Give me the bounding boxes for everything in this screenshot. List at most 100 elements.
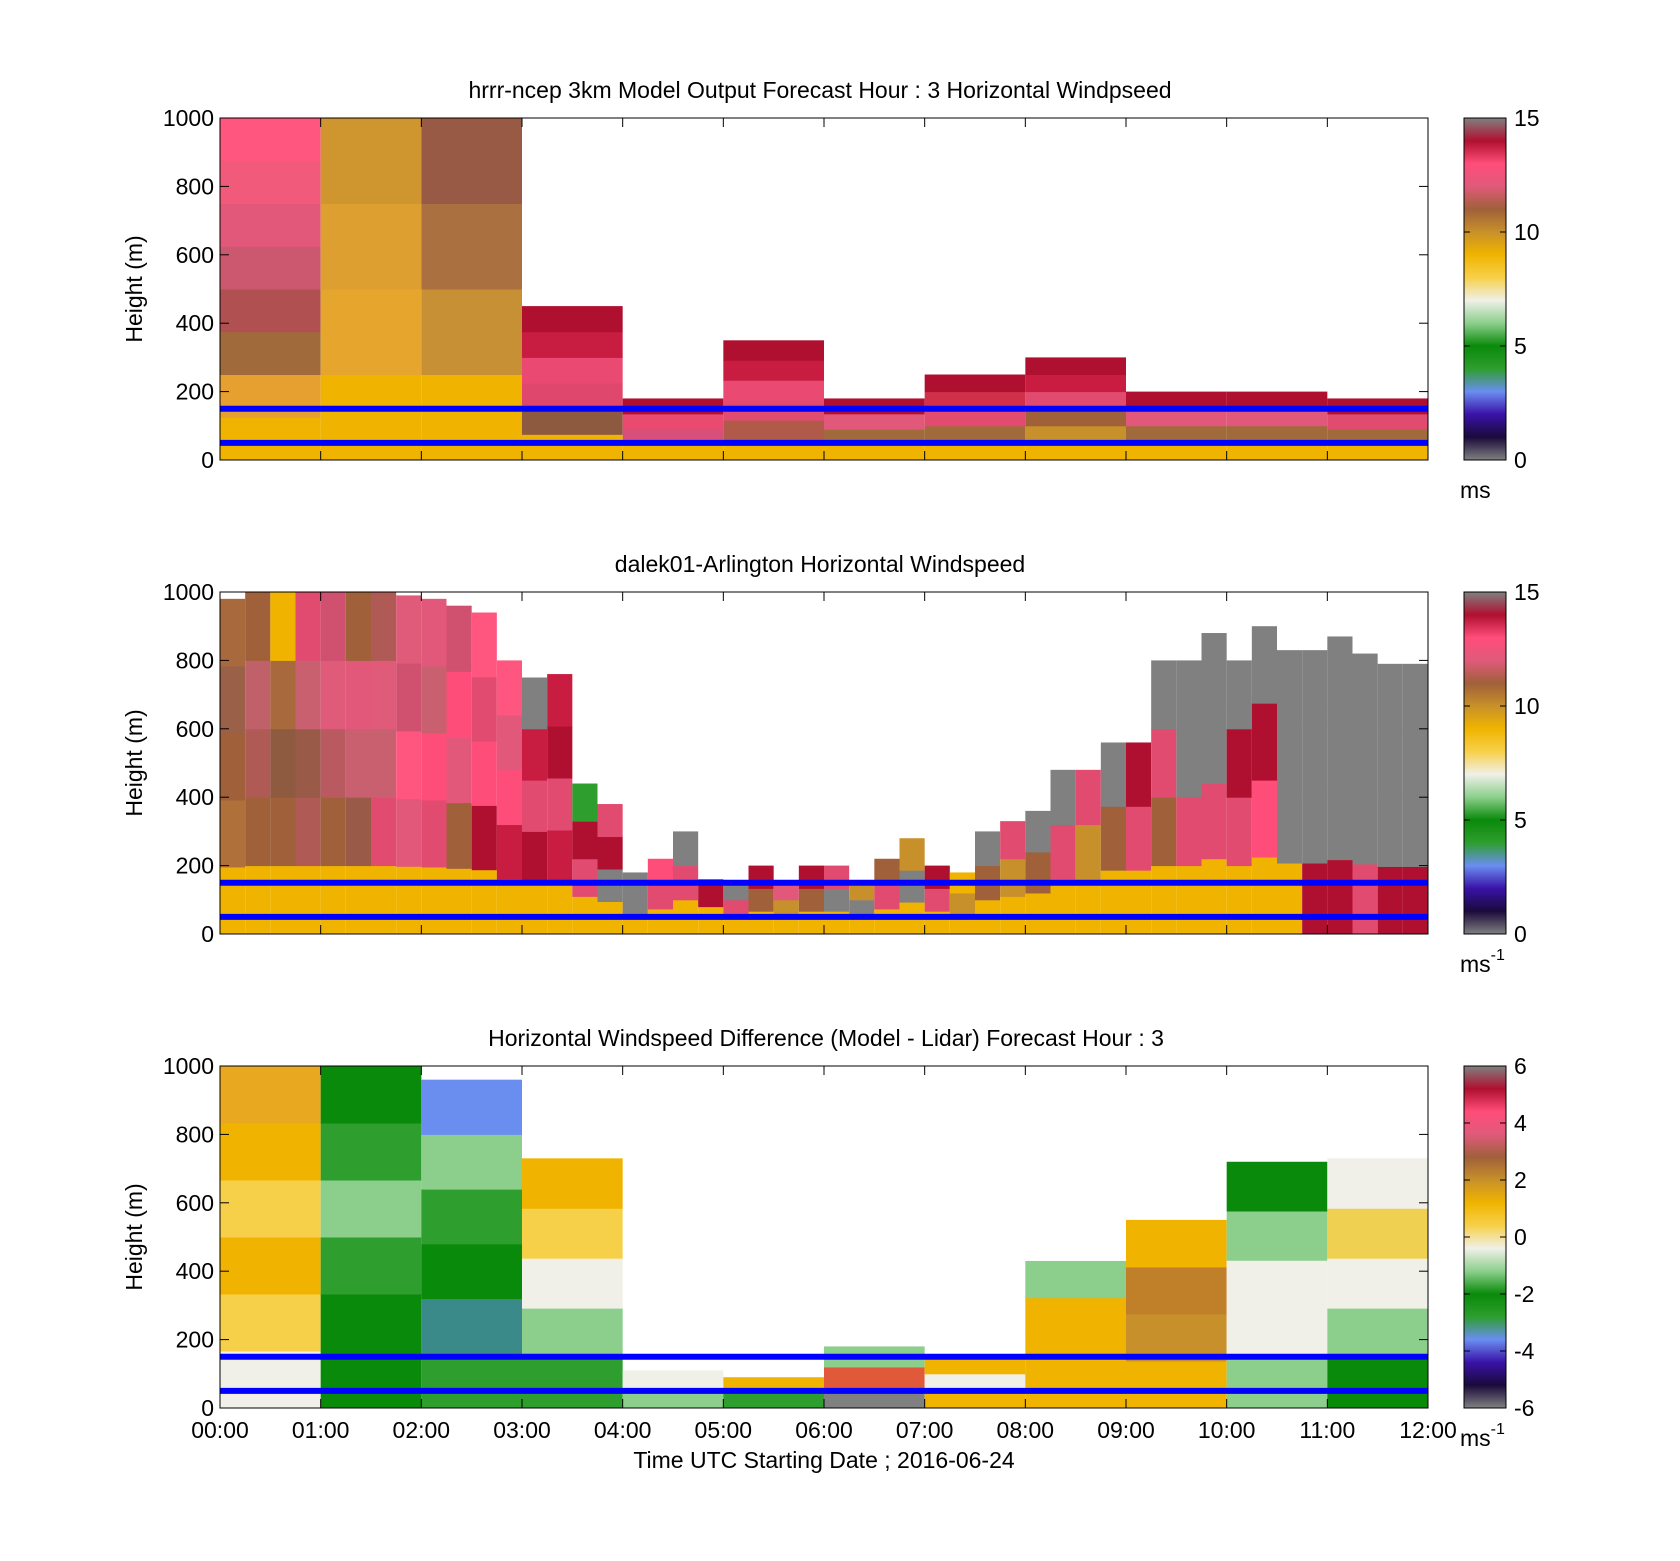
y-tick-label: 1000 (163, 1053, 214, 1079)
heatmap-cell (547, 674, 573, 727)
y-tick-label: 200 (176, 853, 214, 879)
heatmap-cell (220, 160, 321, 204)
heatmap-cell (522, 831, 548, 884)
heatmap-cell (1126, 806, 1152, 871)
heatmap-cell (320, 728, 346, 798)
heatmap-cell (320, 1180, 422, 1238)
heatmap-cell (723, 380, 824, 401)
heatmap-cell (220, 799, 246, 868)
heatmap-cell (1327, 710, 1353, 786)
heatmap-cell (295, 660, 321, 730)
heatmap-cell (723, 899, 749, 918)
heatmap-cell (396, 798, 422, 867)
heatmap-cell (1025, 810, 1051, 853)
y-tick-label: 200 (176, 1327, 214, 1353)
heatmap-cell (1201, 708, 1227, 785)
heatmap-cell (824, 413, 925, 430)
heatmap-cell (471, 676, 497, 742)
panel-lidar-title: dalek01-Arlington Horizontal Windspeed (615, 551, 1025, 577)
heatmap-cell (1100, 806, 1126, 871)
heatmap-cell (1025, 425, 1126, 444)
heatmap-cell (798, 888, 824, 912)
heatmap-cell (572, 858, 598, 897)
heatmap-cell (1327, 1158, 1428, 1209)
heatmap-cell (723, 882, 749, 901)
heatmap-cell (547, 882, 573, 935)
y-tick-label: 400 (176, 310, 214, 336)
x-tick-label: 10:00 (1198, 1417, 1256, 1443)
colorbar-unit-label: ms-1 (1460, 1421, 1505, 1451)
y-tick-label: 800 (176, 647, 214, 673)
heatmap-cell (371, 797, 397, 867)
heatmap-cell (522, 434, 623, 461)
heatmap-cell (220, 118, 321, 162)
heatmap-cell (1075, 879, 1101, 935)
heatmap-cell (220, 665, 246, 734)
heatmap-cell (396, 663, 422, 732)
heatmap-cell (421, 1189, 522, 1245)
panel-lidar-plot: 0 200 400 600 800 1000 (163, 579, 1429, 947)
heatmap-cell (220, 331, 321, 375)
heatmap-cell (924, 442, 1026, 461)
heatmap-cell (220, 732, 246, 801)
heatmap-cell (270, 728, 296, 798)
x-tick-labels: 00:00 01:00 02:00 03:00 04:00 05:00 06:00 07:00… (191, 1417, 1457, 1443)
colorbar-unit-label: ms-1 (1460, 947, 1505, 977)
heatmap-cell (1327, 636, 1353, 712)
heatmap-cell (320, 1066, 422, 1124)
heatmap-cell (1402, 731, 1428, 800)
x-tick-label: 03:00 (493, 1417, 551, 1443)
heatmap-cell (220, 417, 321, 461)
heatmap-cell (773, 882, 799, 901)
heatmap-cell (849, 899, 875, 918)
heatmap-cell (622, 892, 648, 914)
x-tick-label: 09:00 (1097, 1417, 1155, 1443)
heatmap-cell (1050, 879, 1076, 935)
heatmap-cell (1201, 783, 1227, 860)
heatmap-cell (1226, 728, 1252, 798)
heatmap-cell (421, 203, 522, 290)
heatmap-cell (522, 1258, 623, 1309)
heatmap-cell (1075, 824, 1101, 880)
colorbar-tick-label: 10 (1514, 693, 1540, 719)
x-tick-label: 07:00 (896, 1417, 954, 1443)
heatmap-cell (220, 289, 321, 333)
heatmap-cell (371, 728, 397, 798)
heatmap-cell (1126, 1313, 1227, 1362)
heatmap-cell (320, 1294, 422, 1352)
heatmap-cell (1176, 728, 1202, 798)
heatmap-cell (773, 916, 799, 935)
x-tick-label: 06:00 (795, 1417, 853, 1443)
heatmap-cell (1000, 858, 1026, 897)
heatmap-cell (572, 821, 598, 860)
colorbar-tick-label: 15 (1514, 579, 1540, 605)
heatmap-cell (1226, 1211, 1328, 1261)
heatmap-cell (899, 870, 925, 903)
y-tick-label: 400 (176, 784, 214, 810)
heatmap-cell (522, 728, 548, 781)
heatmap-cell (396, 730, 422, 800)
heatmap-cell (975, 831, 1001, 867)
colorbar-unit-label: ms (1460, 477, 1491, 503)
panel-difference-colorbar: -6 -4 -2 0 2 4 6 ms-1 (1460, 1053, 1535, 1451)
heatmap-cell (1377, 731, 1403, 800)
heatmap-cell (245, 660, 271, 730)
heatmap-cell (295, 865, 321, 935)
heatmap-cell (270, 797, 296, 867)
colorbar-tick-label: 0 (1514, 921, 1527, 947)
heatmap-cell (924, 408, 1026, 427)
heatmap-cell (1352, 863, 1378, 935)
heatmap-cell (597, 836, 623, 870)
heatmap-cell (899, 838, 925, 871)
heatmap-cell (1126, 1360, 1227, 1409)
heatmap-cell (320, 118, 422, 204)
heatmap-cell (924, 374, 1026, 393)
heatmap-cell (1126, 425, 1227, 444)
heatmap-cell (1025, 851, 1051, 894)
heatmap-cell (220, 203, 321, 247)
heatmap-cell (924, 1356, 1026, 1375)
colorbar-tick-label: 5 (1514, 807, 1527, 833)
heatmap-cell (1025, 892, 1051, 935)
heatmap-cell (1226, 1161, 1328, 1212)
heatmap-cell (446, 868, 472, 935)
